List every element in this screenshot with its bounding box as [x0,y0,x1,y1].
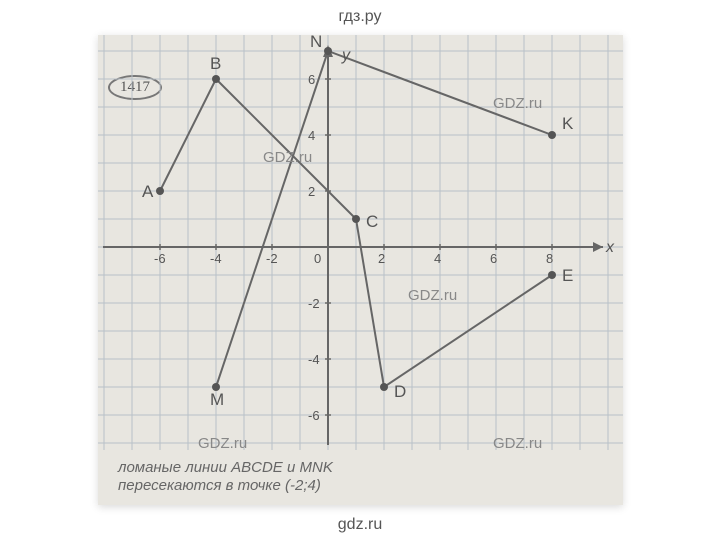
footer-watermark: gdz.ru [338,516,382,534]
svg-text:A: A [142,182,154,201]
svg-text:D: D [394,382,406,401]
svg-text:-4: -4 [210,251,222,266]
svg-text:4: 4 [434,251,441,266]
watermark: GDZ.ru [198,435,247,452]
header-watermark: гдз.ру [339,8,382,26]
svg-text:C: C [366,212,378,231]
svg-text:-4: -4 [308,352,320,367]
svg-text:2: 2 [378,251,385,266]
caption-line-2: пересекаются в точке (-2;4) [118,476,321,496]
svg-text:M: M [210,390,224,409]
svg-text:B: B [210,54,221,73]
svg-text:N: N [310,35,322,51]
svg-text:2: 2 [308,184,315,199]
watermark: GDZ.ru [493,95,542,112]
svg-text:0: 0 [314,251,321,266]
svg-text:6: 6 [490,251,497,266]
watermark: GDZ.ru [263,149,312,166]
graph-paper-container: 1417 -6-4-22468-6-4-2246 yx0ABCDEMNK GDZ… [98,35,623,505]
svg-text:4: 4 [308,128,315,143]
svg-text:6: 6 [308,72,315,87]
watermark: GDZ.ru [408,287,457,304]
watermark: GDZ.ru [493,435,542,452]
svg-text:-2: -2 [308,296,320,311]
coordinate-graph: -6 -4 -2 2 4 6 8 -6 -4 -2 2 4 6 y x 0 A B C D E M N K [98,35,623,505]
svg-text:8: 8 [546,251,553,266]
svg-text:E: E [562,266,573,285]
caption-line-1: ломаные линии ABCDE и MNK [118,458,333,478]
svg-text:-6: -6 [154,251,166,266]
svg-text:x: x [605,239,615,256]
svg-text:-2: -2 [266,251,278,266]
svg-text:y: y [341,47,351,64]
svg-text:-6: -6 [308,408,320,423]
svg-text:K: K [562,114,574,133]
